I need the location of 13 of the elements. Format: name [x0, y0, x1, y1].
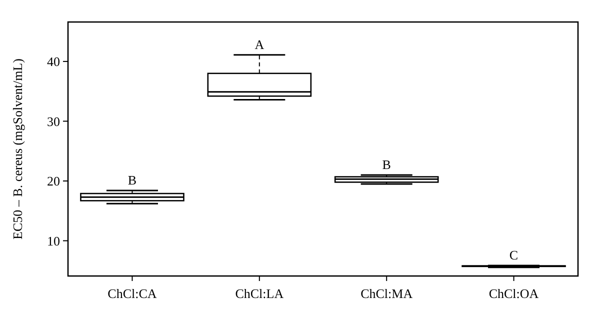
- x-tick-label: ChCl:LA: [235, 286, 284, 301]
- annotation: C: [509, 248, 518, 263]
- annotation: A: [254, 36, 265, 52]
- y-axis-title: EC50 – B. cereus (mgSolvent/mL): [10, 58, 25, 240]
- y-tick-label: 30: [47, 114, 60, 129]
- annotation: B: [128, 172, 137, 188]
- x-tick-label: ChCl:MA: [360, 286, 414, 301]
- x-tick-label: ChCl:OA: [488, 286, 540, 301]
- annotation: B: [382, 157, 392, 172]
- x-tick-label: ChCl:CA: [108, 286, 158, 301]
- y-tick-label: 20: [47, 174, 60, 189]
- y-tick-label: 40: [47, 54, 60, 69]
- y-tick-label: 10: [47, 233, 60, 248]
